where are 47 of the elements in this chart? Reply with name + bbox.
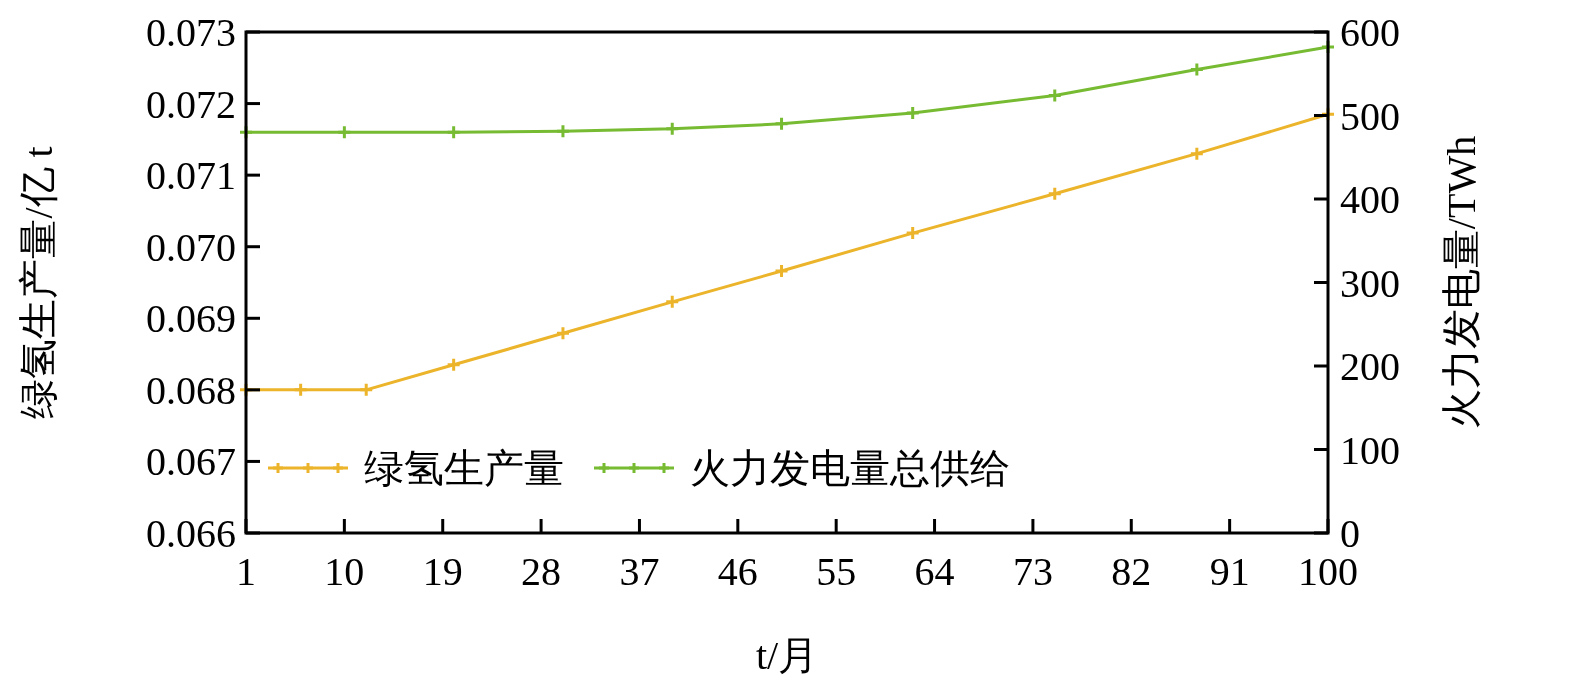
point [555,123,571,139]
y-tick-label: 0.070 [146,224,236,270]
x-tick-label: 19 [422,549,463,594]
x-tick-label: 82 [1111,549,1152,594]
y2-tick-label: 600 [1340,10,1400,55]
x-tick-label: 1 [236,549,256,594]
point [446,357,462,373]
y2-tick-label: 300 [1340,260,1400,306]
x-tick-label: 37 [619,549,660,594]
x-axis-title: t/月 [755,633,819,678]
y-tick-label: 0.073 [146,10,236,55]
point [293,382,309,398]
y-tick-label: 0.067 [146,439,236,485]
x-tick-label: 73 [1012,549,1053,594]
x-tick-label: 91 [1209,549,1250,594]
x-tick-label: 64 [914,549,955,594]
point [1047,87,1063,103]
legend-label: 绿氢生产量 [364,446,564,491]
point [1047,186,1063,202]
point [774,263,790,279]
point [358,382,374,398]
x-tick-label: 46 [717,549,758,594]
point [774,116,790,132]
legend-label: 火力发电量总供给 [690,446,1010,491]
y2-tick-label: 100 [1340,427,1400,473]
point [1189,146,1205,162]
y-tick-label: 0.066 [146,511,236,556]
point [336,124,352,140]
y-tick-label: 0.071 [146,153,236,199]
y-tick-label: 0.069 [146,296,236,342]
y2-tick-label: 200 [1340,344,1400,389]
point [1189,62,1205,78]
x-tick-label: 10 [324,549,365,594]
point [664,294,680,310]
y-tick-label: 0.068 [146,367,236,413]
y-tick-label: 0.072 [146,81,236,127]
y-axis-title: 绿氢生产量/亿 t [16,146,61,419]
x-tick-label: 28 [521,549,562,594]
y2-tick-label: 400 [1340,177,1400,222]
point [905,225,921,241]
x-tick-label: 55 [816,549,857,594]
y2-tick-label: 500 [1340,93,1400,139]
y2-axis-title: 火力发电量/TWh [1439,135,1484,430]
point [555,325,571,341]
point [446,124,462,140]
point [664,121,680,137]
point [905,105,921,121]
